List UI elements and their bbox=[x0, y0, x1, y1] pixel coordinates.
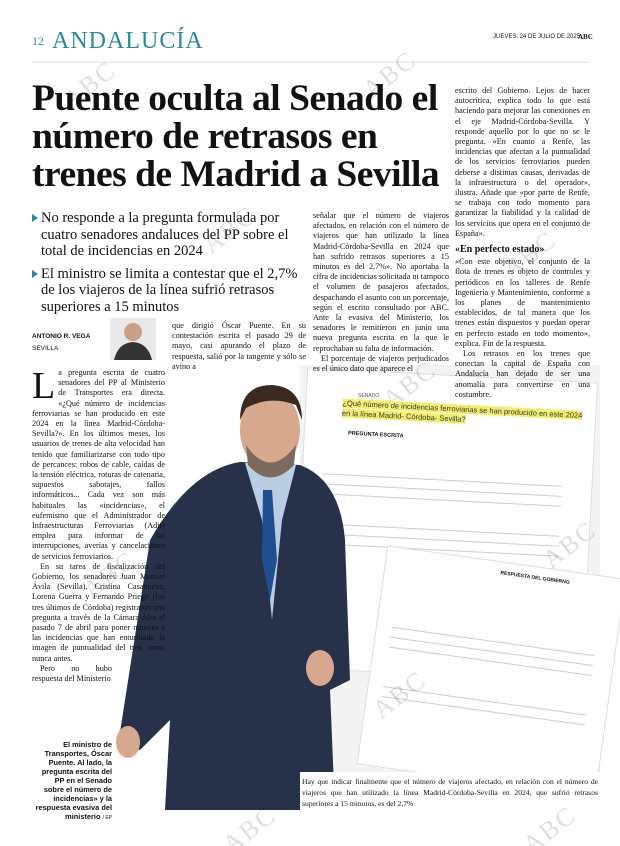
caption-credit: / EP bbox=[102, 815, 112, 821]
paragraph: señalar que el número de viajeros afecta… bbox=[313, 211, 449, 353]
section-title: ANDALUCÍA bbox=[52, 28, 204, 54]
paragraph: Los retrasos en los trenes que conectan … bbox=[455, 349, 590, 399]
column-middle: que dirigió Óscar Puente. En su contesta… bbox=[172, 321, 306, 372]
doc-answer: Hay que indicar finalmente que el número… bbox=[302, 777, 598, 808]
doc-senate: SENADO bbox=[358, 393, 380, 399]
document-2 bbox=[356, 545, 620, 798]
page-number: 12 bbox=[32, 34, 44, 48]
location: SEVILLA bbox=[32, 345, 59, 352]
subhead: «En perfecto estado» bbox=[455, 244, 545, 256]
bullet: El ministro se limita a contestar que el… bbox=[32, 266, 307, 316]
answer-box bbox=[300, 772, 600, 812]
paragraph: El porcentaje de viajeros perjudicados e… bbox=[313, 353, 449, 374]
paragraph: Pero no hubo respuesta del Ministerio bbox=[32, 663, 112, 684]
column-third: escrito del Gobierno. Lejos de hacer aut… bbox=[455, 86, 590, 400]
paragraph: En su tarea de fiscalización del Gobiern… bbox=[32, 561, 165, 663]
author-body bbox=[114, 342, 152, 360]
brand: ABC bbox=[578, 33, 593, 41]
bullet: No responde a la pregunta formulada por … bbox=[32, 210, 307, 260]
headline: Puente oculta al Senado el número de ret… bbox=[32, 78, 440, 195]
author-face bbox=[124, 323, 142, 341]
date: JUEVES, 24 DE JULIO DE 2025 bbox=[493, 34, 581, 40]
paragraph: escrito del Gobierno. Lejos de hacer aut… bbox=[455, 86, 590, 238]
author: ANTONIO R. VEGA bbox=[32, 333, 91, 340]
lead-text: a pregunta escrita de cuatro senadores d… bbox=[32, 368, 165, 561]
minister bbox=[116, 385, 350, 810]
paragraph: «Con este objetivo, el conjunto de la fl… bbox=[455, 257, 590, 348]
column-second: señalar que el número de viajeros afecta… bbox=[313, 211, 449, 374]
bullets: No responde a la pregunta formulada por … bbox=[32, 210, 307, 321]
paragraph: que dirigió Óscar Puente. En su contesta… bbox=[172, 321, 306, 371]
caption-text: El ministro de Transportes, Óscar Puente… bbox=[35, 740, 112, 821]
drop-cap: L bbox=[32, 365, 56, 407]
caption: El ministro de Transportes, Óscar Puente… bbox=[34, 740, 112, 823]
